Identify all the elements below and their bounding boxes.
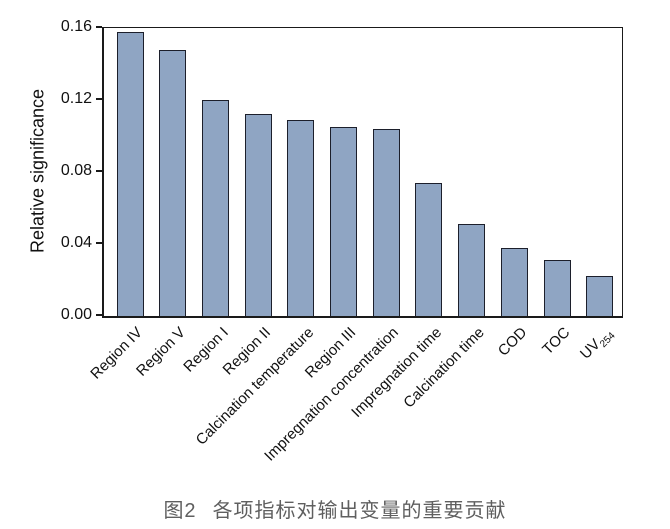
figure-caption: 图2 各项指标对输出变量的重要贡献 [0, 494, 670, 523]
y-tick-mark [96, 314, 102, 316]
bar-uv [586, 276, 614, 316]
bar-cod [500, 247, 528, 316]
y-tick-label: 0.04 [60, 234, 92, 251]
bar-calcination-time [458, 224, 486, 316]
bar-region-ii [244, 114, 272, 316]
y-tick-mark [96, 242, 102, 244]
bar-calcination-temperature [287, 119, 315, 316]
x-tick-label: Region IV [87, 324, 146, 383]
bar-impregnation-concentration [372, 128, 400, 316]
y-tick-mark [96, 26, 102, 28]
x-tick-label-text: TOC [538, 324, 574, 359]
x-tick-label-text: COD [494, 324, 531, 360]
bar-impregnation-time [415, 182, 443, 316]
bar-region-iii [330, 127, 357, 316]
x-tick-label-text: Region IV [87, 324, 147, 383]
bar-region-iv [116, 31, 144, 316]
bar-region-v [159, 49, 187, 316]
y-tick-label: 0.00 [60, 306, 92, 323]
x-tick-label: COD [495, 324, 531, 360]
figure-number: 图2 [163, 500, 197, 522]
y-tick-mark [96, 98, 102, 100]
bar-toc [543, 260, 571, 316]
y-tick-label: 0.08 [60, 162, 92, 179]
bar-region-i [201, 100, 229, 316]
y-tick-label: 0.16 [60, 18, 92, 35]
figure-title: 各项指标对输出变量的重要贡献 [212, 500, 507, 522]
y-tick-mark [96, 170, 102, 172]
plot-area [102, 27, 623, 318]
x-tick-label: TOC [539, 324, 573, 358]
x-tick-label: UV254 [577, 324, 618, 365]
y-tick-label: 0.12 [60, 90, 92, 107]
